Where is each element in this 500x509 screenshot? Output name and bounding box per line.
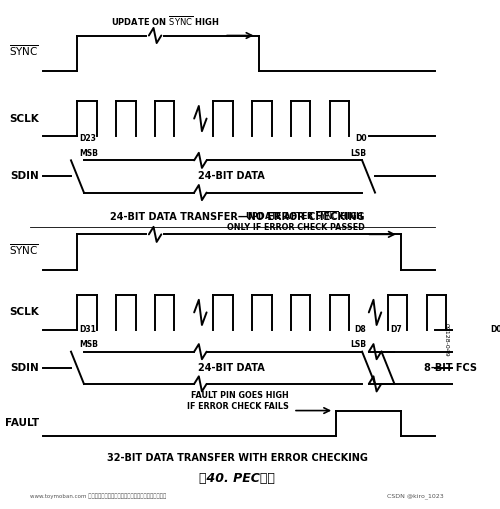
Text: LSB: LSB (350, 149, 366, 158)
Text: SDIN: SDIN (10, 172, 38, 182)
Text: www.toymoban.com 网络图片仅供展示，不允转载，如有侵权请联系删除。: www.toymoban.com 网络图片仅供展示，不允转载，如有侵权请联系删除… (30, 493, 166, 499)
Text: ONLY IF ERROR CHECK PASSED: ONLY IF ERROR CHECK PASSED (226, 223, 364, 232)
Text: D8: D8 (354, 325, 366, 334)
Text: MSB: MSB (80, 340, 98, 349)
Text: $\overline{\rm SYNC}$: $\overline{\rm SYNC}$ (8, 43, 38, 58)
Text: 24-BIT DATA: 24-BIT DATA (198, 363, 265, 373)
Text: D7: D7 (390, 325, 402, 334)
Text: 32-BIT DATA TRANSFER WITH ERROR CHECKING: 32-BIT DATA TRANSFER WITH ERROR CHECKING (106, 454, 368, 463)
Text: D0: D0 (355, 134, 366, 143)
Text: SCLK: SCLK (9, 114, 38, 124)
Text: 24-BIT DATA: 24-BIT DATA (198, 172, 265, 182)
Text: IF ERROR CHECK FAILS: IF ERROR CHECK FAILS (187, 402, 289, 411)
Text: 图40. PEC时序: 图40. PEC时序 (199, 472, 275, 485)
Text: SDIN: SDIN (10, 363, 38, 373)
Text: $\overline{\rm SYNC}$: $\overline{\rm SYNC}$ (8, 242, 38, 257)
Text: 8-BIT FCS: 8-BIT FCS (424, 363, 477, 373)
Text: 24-BIT DATA TRANSFER—NO ERROR CHECKING: 24-BIT DATA TRANSFER—NO ERROR CHECKING (110, 212, 364, 222)
Text: UPDATE ON $\overline{\rm SYNC}$ HIGH: UPDATE ON $\overline{\rm SYNC}$ HIGH (112, 14, 220, 28)
Text: UPDATE AFTER $\overline{\rm SYNC}$ HIGH: UPDATE AFTER $\overline{\rm SYNC}$ HIGH (246, 209, 364, 222)
Text: LSB: LSB (350, 340, 366, 349)
Text: CSDN @kiro_1023: CSDN @kiro_1023 (388, 493, 444, 499)
Text: FAULT PIN GOES HIGH: FAULT PIN GOES HIGH (191, 391, 289, 401)
Text: D31: D31 (80, 325, 96, 334)
Text: FAULT: FAULT (4, 418, 38, 428)
Text: SCLK: SCLK (9, 307, 38, 318)
Text: D23: D23 (80, 134, 96, 143)
Text: 09128-049: 09128-049 (444, 323, 448, 357)
Text: D0: D0 (490, 325, 500, 334)
Text: MSB: MSB (80, 149, 98, 158)
